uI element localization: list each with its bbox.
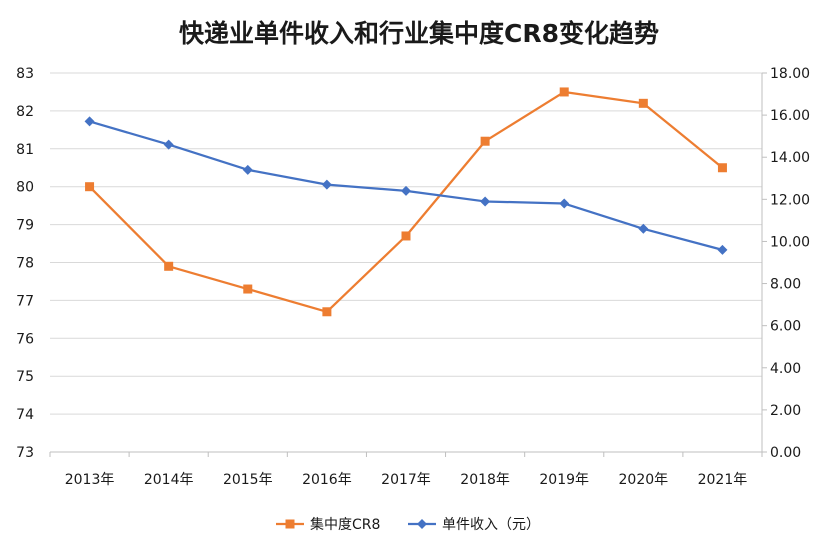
left-axis-tick-label: 75 xyxy=(16,369,34,385)
x-axis-tick-label: 2019年 xyxy=(539,472,589,488)
data-point-unit-revenue xyxy=(401,185,411,196)
series-line-cr8 xyxy=(88,90,724,313)
data-point-unit-revenue xyxy=(242,164,253,175)
x-axis-tick-label: 2020年 xyxy=(619,472,669,488)
right-y-axis-ticks: 0.00 2.00 4.00 6.00 8.00 10.00 12.00 14.00 16.00… xyxy=(770,66,810,461)
legend-marker-cr8 xyxy=(285,519,295,529)
data-point-unit-revenue xyxy=(480,196,491,207)
left-axis-tick-label: 74 xyxy=(16,407,34,423)
data-point-cr8 xyxy=(638,98,648,108)
data-point-cr8 xyxy=(322,307,332,317)
legend: 集中度CR8 单件收入（元） xyxy=(276,516,540,533)
chart-title: 快递业单件收入和行业集中度CR8变化趋势 xyxy=(179,19,659,48)
left-axis-tick-label: 80 xyxy=(16,180,34,196)
data-point-cr8 xyxy=(401,231,411,241)
left-axis-tick-label: 77 xyxy=(16,293,34,309)
left-axis-tick-label: 83 xyxy=(16,66,34,82)
x-axis-tick-label: 2016年 xyxy=(302,472,352,488)
right-axis-tick-label: 14.00 xyxy=(770,150,810,166)
left-axis-tick-label: 79 xyxy=(16,218,34,234)
data-point-unit-revenue xyxy=(84,116,95,127)
data-point-unit-revenue xyxy=(638,223,649,234)
x-axis-tick-label: 2014年 xyxy=(144,472,194,488)
data-point-unit-revenue xyxy=(717,244,728,255)
series-layer xyxy=(84,87,728,317)
data-point-cr8 xyxy=(243,284,253,294)
data-point-cr8 xyxy=(85,182,95,192)
x-axis-tick-label: 2021年 xyxy=(698,472,748,488)
right-axis-tick-label: 12.00 xyxy=(770,192,810,208)
legend-marker-unit-revenue xyxy=(417,519,427,529)
gridlines xyxy=(50,72,762,453)
right-axis-tick-label: 10.00 xyxy=(770,234,810,250)
data-point-cr8 xyxy=(559,87,569,97)
legend-label-unit-revenue: 单件收入（元） xyxy=(442,517,540,533)
x-axis-tick-label: 2015年 xyxy=(223,472,273,488)
x-axis-tick-label: 2018年 xyxy=(460,472,510,488)
x-axis-tick-label: 2017年 xyxy=(381,472,431,488)
right-axis-tick-label: 2.00 xyxy=(770,403,801,419)
data-point-unit-revenue xyxy=(163,139,174,150)
left-axis-tick-label: 81 xyxy=(16,142,34,158)
right-axis-tick-label: 4.00 xyxy=(770,361,801,377)
series-line-unit-revenue xyxy=(89,120,723,251)
left-axis-tick-label: 78 xyxy=(16,256,34,272)
right-axis-tick-label: 0.00 xyxy=(770,445,801,461)
legend-label-cr8: 集中度CR8 xyxy=(310,516,380,533)
right-axis-tick-label: 16.00 xyxy=(770,108,810,124)
left-y-axis-ticks: 73 74 75 76 77 78 79 80 81 82 83 xyxy=(16,66,34,461)
x-axis-tick-label: 2013年 xyxy=(65,472,115,488)
data-point-cr8 xyxy=(480,136,490,146)
axes xyxy=(49,72,767,457)
left-axis-tick-label: 82 xyxy=(16,104,34,120)
x-axis-ticks: 2013年 2014年 2015年 2016年 2017年 2018年 2019年 2020年… xyxy=(65,472,748,488)
left-axis-tick-label: 76 xyxy=(16,331,34,347)
left-axis-tick-label: 73 xyxy=(16,445,34,461)
right-axis-tick-label: 8.00 xyxy=(770,277,801,293)
right-axis-tick-label: 6.00 xyxy=(770,319,801,335)
data-point-unit-revenue xyxy=(559,198,570,209)
data-point-cr8 xyxy=(717,163,727,173)
data-point-unit-revenue xyxy=(321,179,332,190)
data-point-cr8 xyxy=(164,261,174,271)
right-axis-tick-label: 18.00 xyxy=(770,66,810,82)
